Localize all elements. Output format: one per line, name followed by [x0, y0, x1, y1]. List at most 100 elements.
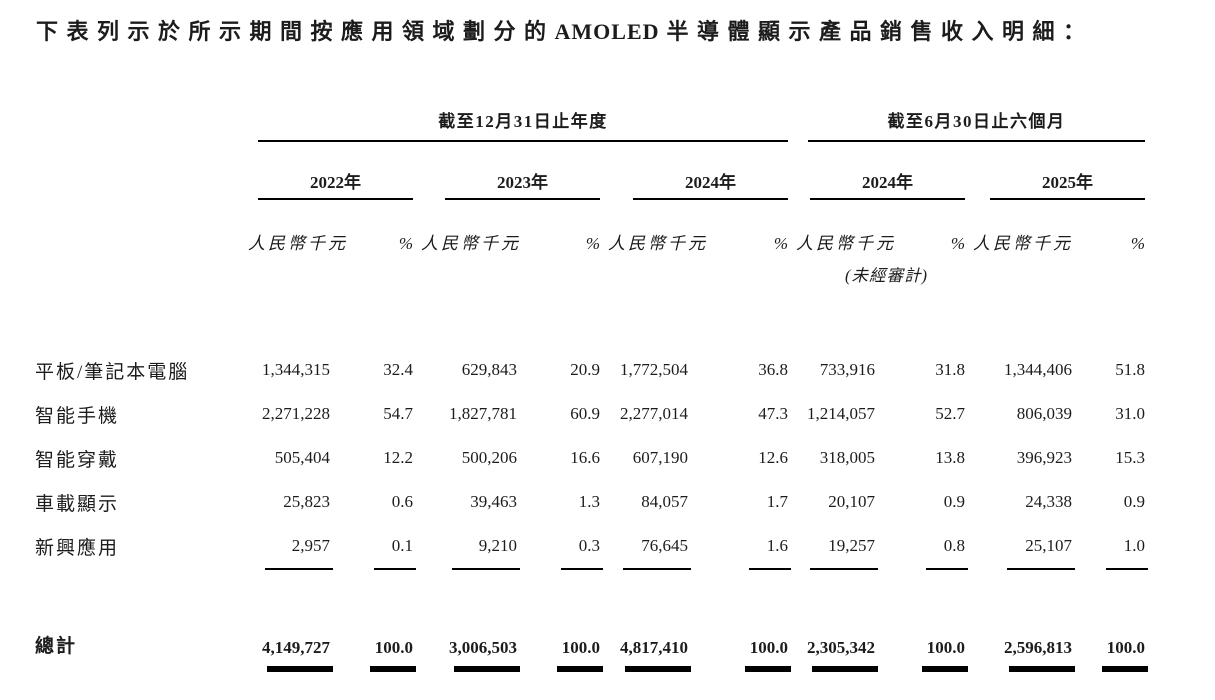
amount-cell: 629,843: [461, 360, 517, 379]
spacer-cell: [35, 142, 240, 200]
group-annual-cell: 截至12月31日止年度: [240, 96, 788, 142]
total-percent-cell: 100.0: [749, 638, 788, 657]
total-percent-cell: 100.0: [561, 638, 600, 657]
percent-cell: 20.9: [570, 360, 600, 379]
total-percent-cell: 100.0: [1106, 638, 1145, 657]
amount-cell: 2,957: [291, 536, 330, 555]
year-label-2022: 2022年: [258, 168, 413, 200]
spacer-row: [35, 296, 1145, 348]
percent-cell: 32.4: [383, 360, 413, 379]
currency-unit-label: 人民幣千元: [248, 234, 348, 253]
column-rule: [623, 568, 691, 570]
amount-cell: 25,823: [283, 492, 330, 511]
unaudited-note: (未經審計): [845, 266, 928, 285]
title-suffix: 半導體顯示產品銷售收入明細：: [666, 19, 1094, 44]
percent-cell: 0.3: [578, 536, 600, 555]
percent-cell: 51.8: [1115, 360, 1145, 379]
percent-header-label: %: [1130, 234, 1145, 253]
row-label: 智能穿戴: [35, 449, 120, 471]
percent-cell: 1.0: [1123, 536, 1145, 555]
column-rule: [810, 568, 878, 570]
percent-cell: 0.6: [391, 492, 413, 511]
double-rule: [625, 666, 691, 672]
total-amount-cell: 2,596,813: [1004, 638, 1072, 657]
amount-cell: 1,344,406: [1004, 360, 1072, 379]
table-row: 智能穿戴 505,404 12.2 500,206 16.6 607,190 1…: [35, 436, 1145, 480]
percent-cell: 31.8: [935, 360, 965, 379]
total-amount-cell: 2,305,342: [807, 638, 875, 657]
amount-cell: 2,277,014: [620, 404, 688, 423]
year-label-2025-interim: 2025年: [990, 168, 1145, 200]
year-label-2023: 2023年: [445, 168, 600, 200]
percent-cell: 16.6: [570, 448, 600, 467]
amount-cell: 19,257: [828, 536, 875, 555]
percent-cell: 0.9: [1123, 492, 1145, 511]
subtotal-rule-row: [35, 568, 1148, 580]
column-rule: [452, 568, 520, 570]
currency-unit-label: 人民幣千元: [796, 234, 896, 253]
amount-cell: 9,210: [478, 536, 517, 555]
title-brand: AMOLED: [554, 19, 660, 44]
percent-cell: 12.2: [383, 448, 413, 467]
row-label: 新興應用: [35, 537, 120, 559]
double-rule: [1009, 666, 1075, 672]
percent-cell: 0.9: [943, 492, 965, 511]
percent-cell: 0.1: [391, 536, 413, 555]
double-rule: [745, 666, 791, 672]
year-label-2024-interim: 2024年: [810, 168, 965, 200]
table-row: 平板/筆記本電腦 1,344,315 32.4 629,843 20.9 1,7…: [35, 348, 1145, 392]
amount-cell: 733,916: [819, 360, 875, 379]
column-rule: [374, 568, 416, 570]
percent-cell: 47.3: [758, 404, 788, 423]
year-header-row: 2022年 2023年 2024年 2024年 2025年: [35, 142, 1145, 200]
spacer-cell: [35, 96, 240, 142]
percent-cell: 0.8: [943, 536, 965, 555]
title-prefix: 下表列示於所示期間按應用領域劃分的: [36, 19, 555, 44]
total-label: 總計: [35, 636, 78, 657]
total-percent-cell: 100.0: [926, 638, 965, 657]
column-group-annual-label: 截至12月31日止年度: [258, 107, 788, 142]
amount-cell: 24,338: [1025, 492, 1072, 511]
total-amount-cell: 3,006,503: [449, 638, 517, 657]
double-rule: [557, 666, 603, 672]
percent-header-label: %: [950, 234, 965, 253]
amount-cell: 607,190: [632, 448, 688, 467]
grand-total-rule-row: [35, 666, 1148, 686]
amount-cell: 500,206: [461, 448, 517, 467]
column-rule: [1007, 568, 1075, 570]
amount-cell: 505,404: [274, 448, 330, 467]
spacer-cell: [35, 256, 240, 296]
column-group-interim-label: 截至6月30日止六個月: [808, 107, 1145, 142]
revenue-table: 截至12月31日止年度 截至6月30日止六個月 2022年 2023年 2024…: [35, 96, 1148, 686]
table-row: 車載顯示 25,823 0.6 39,463 1.3 84,057 1.7 20…: [35, 480, 1145, 524]
total-amount-cell: 4,817,410: [620, 638, 688, 657]
double-rule: [812, 666, 878, 672]
year-label-2024: 2024年: [633, 168, 788, 200]
table-row: 智能手機 2,271,228 54.7 1,827,781 60.9 2,277…: [35, 392, 1145, 436]
total-percent-cell: 100.0: [374, 638, 413, 657]
currency-unit-label: 人民幣千元: [973, 234, 1073, 253]
percent-cell: 31.0: [1115, 404, 1145, 423]
percent-cell: 36.8: [758, 360, 788, 379]
currency-unit-label: 人民幣千元: [608, 234, 708, 253]
page-title: 下表列示於所示期間按應用領域劃分的AMOLED 半導體顯示產品銷售收入明細：: [36, 17, 1094, 47]
percent-cell: 15.3: [1115, 448, 1145, 467]
group-interim-cell: 截至6月30日止六個月: [788, 96, 1145, 142]
column-rule: [265, 568, 333, 570]
percent-cell: 1.7: [766, 492, 788, 511]
percent-cell: 12.6: [758, 448, 788, 467]
amount-cell: 84,057: [641, 492, 688, 511]
column-rule: [926, 568, 968, 570]
amount-cell: 806,039: [1016, 404, 1072, 423]
spacer-cell: [35, 200, 240, 256]
unit-header-row: 人民幣千元% 人民幣千元% 人民幣千元% 人民幣千元% 人民幣千元%: [35, 200, 1145, 256]
amount-cell: 20,107: [828, 492, 875, 511]
percent-cell: 1.6: [766, 536, 788, 555]
amount-cell: 1,827,781: [449, 404, 517, 423]
double-rule: [370, 666, 416, 672]
percent-cell: 52.7: [935, 404, 965, 423]
amount-cell: 1,214,057: [807, 404, 875, 423]
table-row: 新興應用 2,957 0.1 9,210 0.3 76,645 1.6 19,2…: [35, 524, 1145, 568]
percent-header-label: %: [585, 234, 600, 253]
